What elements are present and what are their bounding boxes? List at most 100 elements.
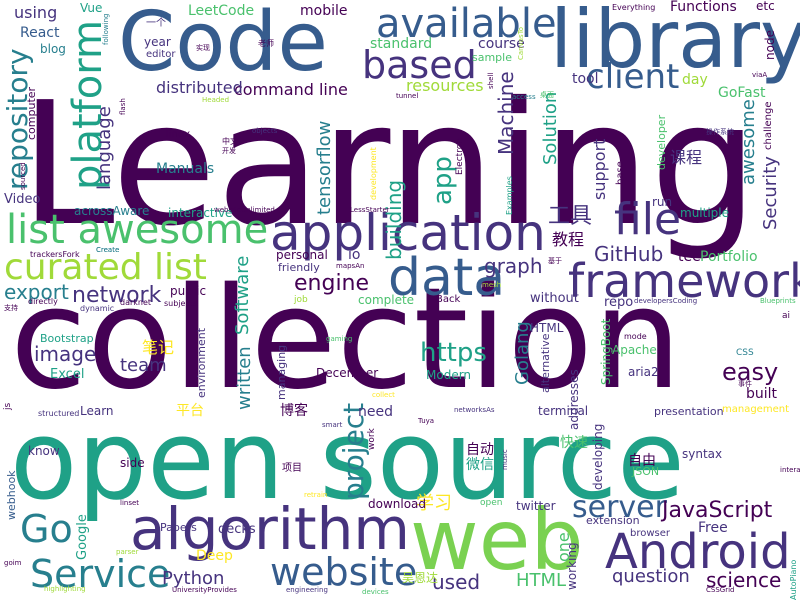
word: science bbox=[706, 568, 782, 592]
word: base bbox=[615, 161, 626, 185]
word: Security bbox=[760, 156, 781, 230]
word: smart bbox=[322, 421, 343, 429]
word: interacting bbox=[780, 466, 800, 474]
word: built bbox=[746, 386, 778, 402]
word: 事件 bbox=[738, 380, 752, 388]
word: Examples bbox=[505, 176, 514, 215]
word: network bbox=[72, 283, 162, 308]
word: collect bbox=[372, 391, 395, 399]
word: 桌面 bbox=[540, 91, 554, 99]
word: standard bbox=[370, 36, 433, 52]
word: course bbox=[478, 36, 525, 52]
word: CSSGrid bbox=[706, 586, 735, 594]
word: devices bbox=[362, 588, 389, 596]
word: Code bbox=[118, 0, 328, 90]
word: UniversityProvides bbox=[172, 586, 237, 594]
word: developersCoding bbox=[634, 297, 698, 305]
word: 基于 bbox=[548, 257, 562, 265]
word: client bbox=[586, 57, 680, 97]
word: gaming bbox=[326, 335, 353, 343]
word: 操作系统 bbox=[706, 128, 734, 136]
word: parser bbox=[116, 548, 139, 556]
word: download bbox=[368, 497, 427, 511]
word: job bbox=[294, 295, 308, 305]
word: open source bbox=[10, 396, 685, 524]
word: websiteUnlimited bbox=[214, 206, 275, 214]
word: blog bbox=[40, 42, 66, 56]
word: export bbox=[4, 280, 69, 304]
word: sourced bbox=[19, 162, 27, 190]
word: open bbox=[480, 498, 503, 508]
word: editor bbox=[146, 49, 176, 60]
word: linux bbox=[166, 129, 191, 140]
word: HTML bbox=[530, 321, 564, 335]
word: following bbox=[102, 13, 110, 45]
word: syntax bbox=[682, 447, 723, 461]
word: data bbox=[388, 248, 506, 308]
word: algorithm bbox=[130, 495, 410, 563]
word: ai bbox=[782, 311, 791, 321]
word: personal bbox=[276, 248, 328, 262]
word: Modern bbox=[426, 368, 472, 382]
word: Manuals bbox=[156, 161, 215, 177]
word: server bbox=[572, 490, 667, 525]
word: Learn bbox=[80, 404, 114, 418]
word: sample bbox=[472, 51, 512, 64]
word: framework bbox=[568, 254, 800, 308]
word: node bbox=[763, 30, 777, 60]
word: tensorflow bbox=[314, 120, 335, 215]
word: 自动 bbox=[466, 442, 494, 458]
word: presentation bbox=[654, 405, 724, 418]
word: developing bbox=[591, 423, 605, 490]
word: Free bbox=[698, 520, 728, 536]
word: addresses bbox=[567, 369, 581, 430]
word: library bbox=[550, 0, 800, 86]
word: etc bbox=[756, 0, 775, 13]
word: support bbox=[590, 138, 609, 200]
word: Learning bbox=[20, 66, 759, 264]
word: webhook bbox=[5, 470, 18, 520]
word: tee bbox=[678, 249, 701, 265]
word: shell bbox=[487, 72, 495, 89]
word: CanvasTo bbox=[517, 26, 525, 60]
word: Everything bbox=[612, 3, 656, 12]
word: React bbox=[20, 25, 60, 41]
word: complete bbox=[358, 293, 415, 307]
word: managing bbox=[275, 344, 288, 400]
word: Android bbox=[605, 524, 791, 580]
word: distributed bbox=[156, 78, 243, 97]
word: Bootstrap bbox=[40, 332, 94, 345]
word: engine bbox=[294, 271, 370, 296]
word: twitter bbox=[516, 499, 556, 513]
word: 学习 bbox=[416, 493, 452, 514]
word: app bbox=[428, 156, 458, 205]
word: Software bbox=[232, 255, 253, 335]
word: 工具 bbox=[548, 204, 593, 229]
word: 支持 bbox=[4, 304, 18, 312]
word: JavaScript bbox=[662, 498, 773, 523]
word: awesome bbox=[738, 99, 759, 185]
word: list awesome bbox=[6, 207, 269, 253]
word: 开发 bbox=[222, 147, 236, 155]
word: using bbox=[14, 3, 58, 22]
word: curated list bbox=[4, 247, 207, 288]
word: side bbox=[120, 456, 145, 470]
word: used bbox=[432, 570, 481, 594]
word: alternative bbox=[539, 333, 552, 393]
word: Deep bbox=[196, 548, 233, 564]
word: graph bbox=[484, 254, 543, 278]
word: 吴恩达 bbox=[402, 571, 439, 585]
word: GoFast bbox=[718, 85, 766, 101]
word: available bbox=[376, 1, 557, 47]
word: retrain bbox=[304, 491, 328, 499]
word: mapsAn bbox=[336, 262, 365, 270]
word: https bbox=[420, 338, 487, 368]
word: 中文 bbox=[222, 137, 238, 146]
word: CSS bbox=[736, 348, 754, 358]
word: based bbox=[362, 43, 477, 87]
word: day bbox=[682, 72, 708, 88]
word: aria2 bbox=[628, 365, 659, 379]
word: AutoPiano bbox=[789, 559, 798, 600]
word: run bbox=[652, 195, 673, 209]
